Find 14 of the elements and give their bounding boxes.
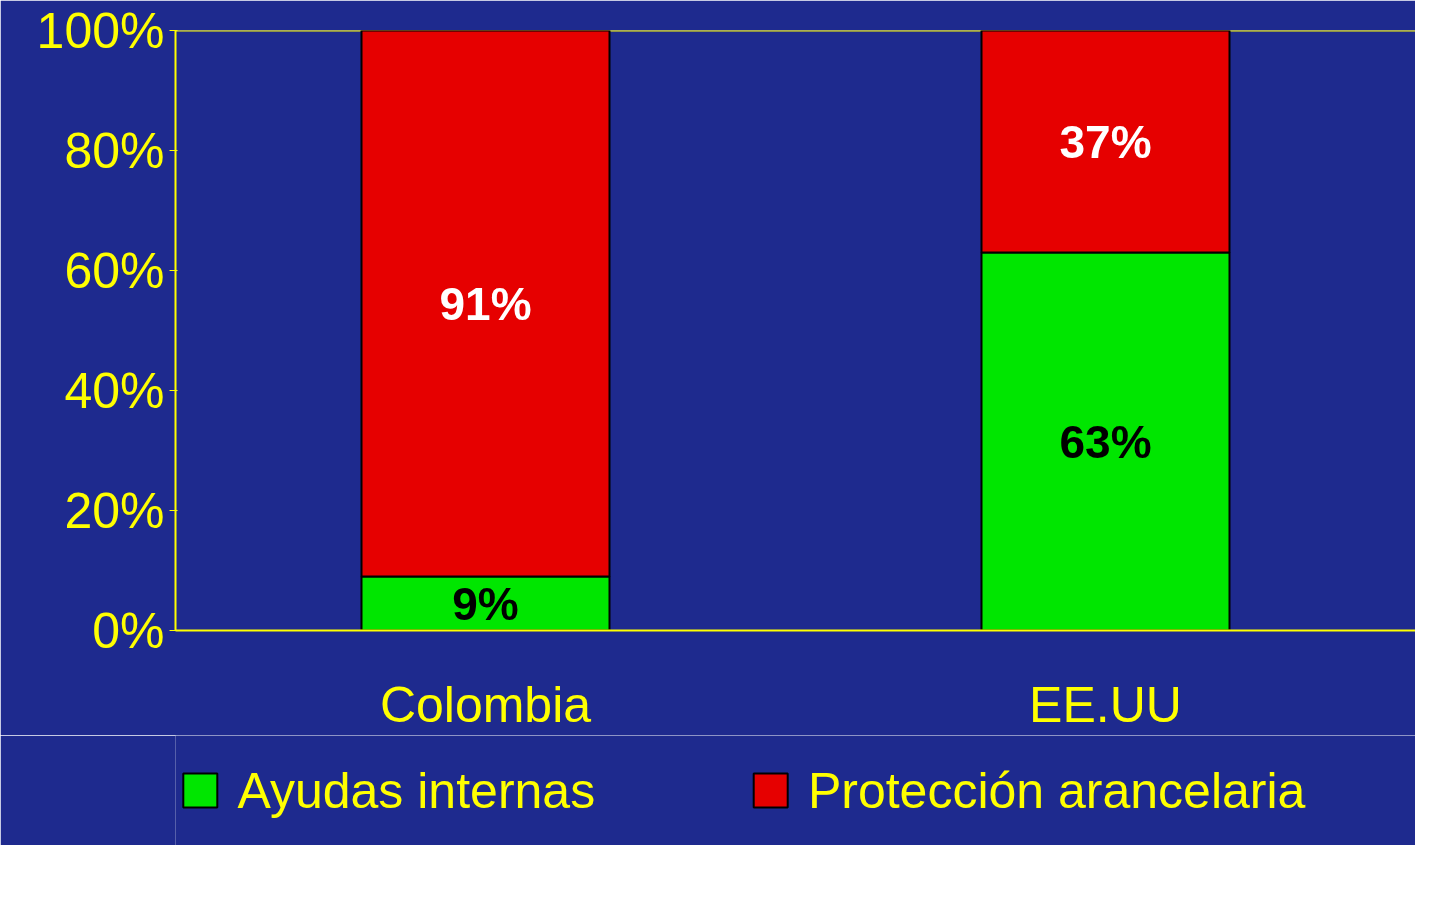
y-tick-label: 100% xyxy=(36,2,165,59)
y-tick-label: 0% xyxy=(92,602,165,659)
data-label: 91% xyxy=(439,277,532,330)
data-label: 9% xyxy=(452,577,519,630)
y-tick-label: 60% xyxy=(64,242,165,299)
legend-label: Ayudas internas xyxy=(237,762,596,819)
legend-label: Protección arancelaria xyxy=(807,762,1306,819)
y-tick-label: 40% xyxy=(64,362,165,419)
x-tick-label: EE.UU xyxy=(1029,676,1182,733)
y-tick-label: 20% xyxy=(64,482,165,539)
y-tick-label: 80% xyxy=(64,122,165,179)
x-tick-label: Colombia xyxy=(379,676,592,733)
data-label: 63% xyxy=(1059,415,1152,468)
data-label: 37% xyxy=(1059,115,1152,168)
